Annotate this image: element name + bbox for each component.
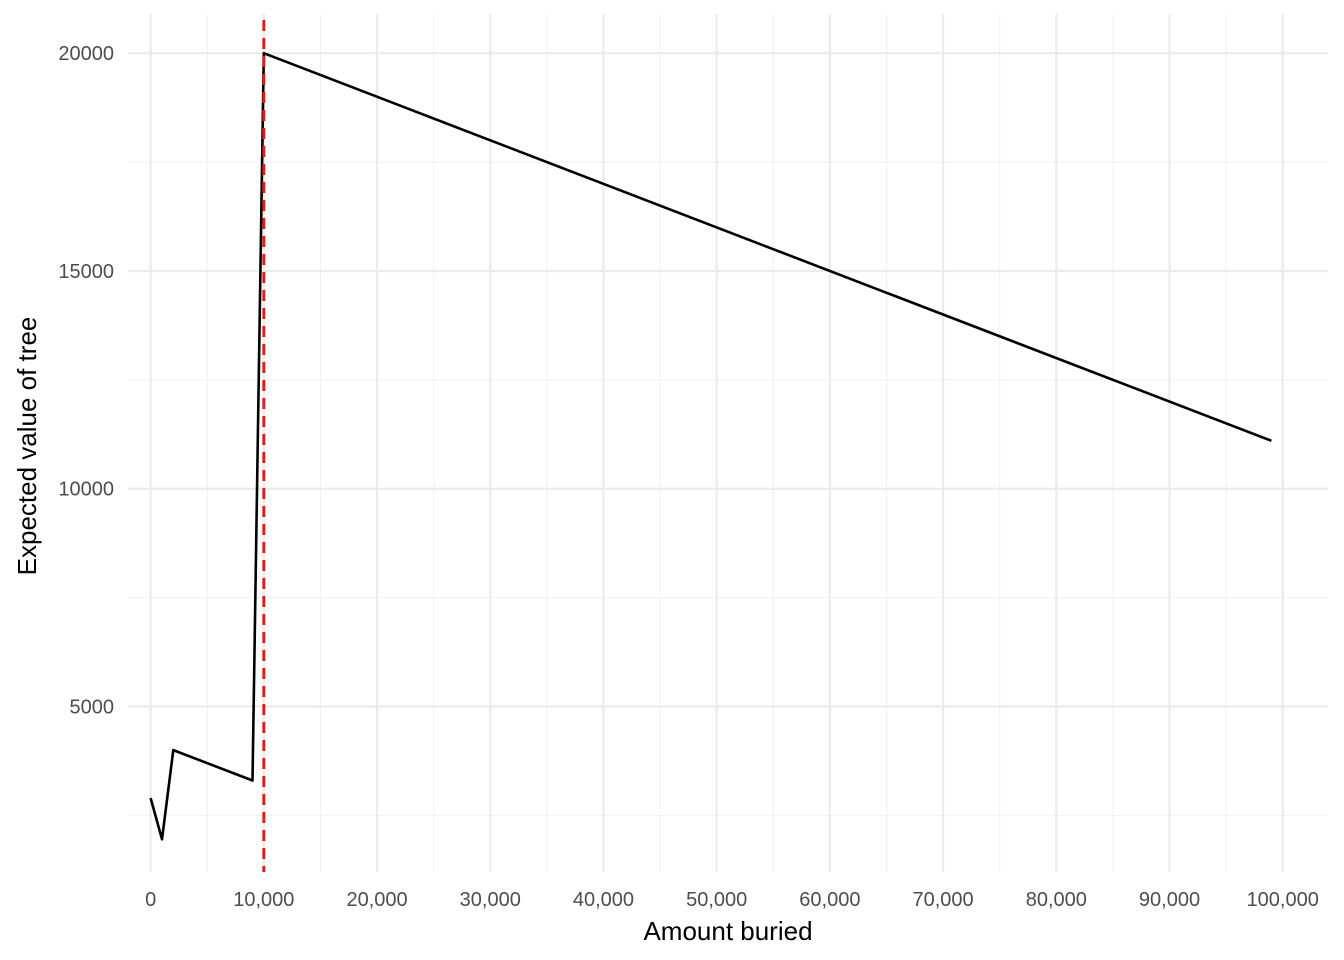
x-tick-label: 50,000 bbox=[686, 889, 747, 911]
minor-gridlines bbox=[128, 14, 1328, 872]
y-tick-label: 15000 bbox=[58, 261, 114, 283]
x-tick-label: 80,000 bbox=[1026, 889, 1087, 911]
x-tick-labels: 0 10,000 20,000 30,000 40,000 50,000 60,000 70,… bbox=[145, 889, 1319, 911]
y-tick-label: 5000 bbox=[70, 696, 115, 718]
x-tick-label: 90,000 bbox=[1139, 889, 1200, 911]
y-tick-label: 20000 bbox=[58, 43, 114, 65]
x-tick-label: 70,000 bbox=[913, 889, 974, 911]
x-tick-label: 10,000 bbox=[233, 889, 294, 911]
x-tick-label: 0 bbox=[145, 889, 156, 911]
y-tick-labels: 5000 10000 15000 20000 bbox=[58, 43, 114, 718]
y-axis-title: Expected value of tree bbox=[12, 317, 42, 576]
x-tick-label: 100,000 bbox=[1247, 889, 1319, 911]
x-axis-title: Amount buried bbox=[643, 916, 812, 946]
x-tick-label: 20,000 bbox=[346, 889, 407, 911]
x-tick-label: 40,000 bbox=[573, 889, 634, 911]
y-tick-label: 10000 bbox=[58, 479, 114, 501]
x-tick-label: 60,000 bbox=[799, 889, 860, 911]
series-layer bbox=[149, 51, 1272, 841]
x-tick-label: 30,000 bbox=[460, 889, 521, 911]
series-line bbox=[149, 51, 1272, 841]
major-gridlines bbox=[128, 14, 1328, 872]
